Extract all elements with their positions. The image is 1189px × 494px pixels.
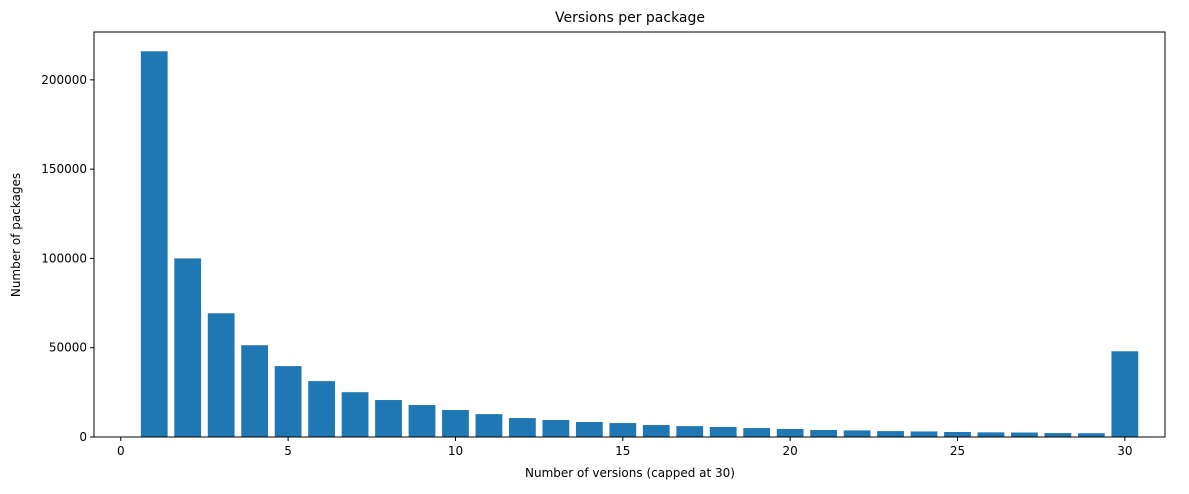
bar bbox=[810, 430, 838, 437]
bar bbox=[910, 431, 938, 437]
bar bbox=[1011, 432, 1038, 437]
bar bbox=[575, 422, 603, 437]
bar bbox=[475, 414, 503, 437]
bar bbox=[140, 51, 168, 438]
bar bbox=[241, 345, 269, 437]
bar bbox=[609, 423, 637, 437]
bar bbox=[408, 405, 436, 437]
bar bbox=[174, 258, 202, 437]
y-axis-label: Number of packages bbox=[9, 173, 23, 297]
bar bbox=[1077, 433, 1105, 437]
x-tick-label: 10 bbox=[448, 444, 463, 458]
bar bbox=[642, 425, 670, 437]
bar bbox=[207, 313, 235, 437]
y-tick-label: 50000 bbox=[49, 341, 87, 355]
bar bbox=[375, 400, 402, 437]
bar bbox=[341, 392, 369, 437]
x-tick-label: 20 bbox=[783, 444, 798, 458]
bar bbox=[542, 420, 570, 437]
bar bbox=[442, 410, 469, 437]
x-axis-label: Number of versions (capped at 30) bbox=[525, 466, 735, 480]
bar bbox=[676, 426, 704, 437]
bar bbox=[509, 418, 536, 437]
bar bbox=[743, 428, 771, 437]
plot-frame bbox=[93, 31, 1166, 438]
y-tick-label: 100000 bbox=[41, 251, 87, 265]
x-tick-label: 15 bbox=[615, 444, 630, 458]
y-tick-label: 150000 bbox=[41, 162, 87, 176]
bar bbox=[308, 381, 335, 437]
bar bbox=[709, 427, 737, 437]
bar bbox=[1111, 351, 1139, 437]
bar bbox=[877, 431, 904, 437]
bar bbox=[977, 432, 1005, 437]
bar bbox=[843, 430, 871, 437]
x-tick-label: 5 bbox=[284, 444, 292, 458]
x-tick-label: 25 bbox=[950, 444, 965, 458]
y-tick-label: 200000 bbox=[41, 73, 87, 87]
x-tick-label: 0 bbox=[117, 444, 125, 458]
bar bbox=[1044, 433, 1072, 437]
bar bbox=[776, 428, 804, 437]
x-tick-label: 30 bbox=[1117, 444, 1132, 458]
bar bbox=[274, 366, 302, 437]
y-tick-label: 0 bbox=[79, 430, 87, 444]
bar bbox=[944, 432, 971, 437]
chart-title: Versions per package bbox=[555, 10, 705, 26]
